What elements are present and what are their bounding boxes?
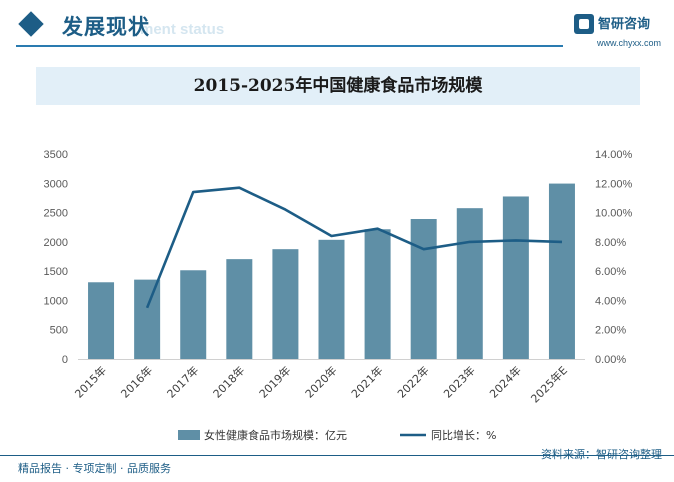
- x-axis-tick-label: 2024年: [487, 363, 524, 400]
- bar: [272, 249, 299, 359]
- logo-url: www.chyxx.com: [597, 38, 662, 48]
- legend-line-label: 同比增长：%: [431, 428, 496, 442]
- logo-icon: [574, 14, 594, 34]
- chart-title-band: 2015-2025年中国健康食品市场规模: [36, 67, 640, 105]
- right-axis-tick-label: 4.00%: [595, 295, 626, 307]
- bar: [88, 282, 115, 359]
- x-axis-tick-label: 2016年: [118, 363, 155, 400]
- header-divider: [16, 45, 563, 47]
- section-subtitle: ment status: [140, 21, 225, 38]
- x-axis-tick-label: 2021年: [348, 363, 385, 400]
- bar: [318, 239, 345, 359]
- x-axis-tick-label: 2023年: [440, 363, 477, 400]
- left-axis-tick-label: 2500: [44, 208, 68, 220]
- header: ment status 发展现状 智研咨询 www.chyxx.com: [0, 0, 674, 52]
- right-axis-tick-label: 10.00%: [595, 208, 633, 220]
- x-axis-tick-label: 2025年E: [528, 363, 570, 405]
- right-axis-tick-label: 6.00%: [595, 266, 626, 278]
- right-axis-tick-label: 14.00%: [595, 149, 633, 161]
- bar: [456, 208, 483, 359]
- left-axis-tick-label: 0: [62, 354, 68, 366]
- right-axis-tick-label: 0.00%: [595, 354, 626, 366]
- left-axis-tick-label: 2000: [44, 237, 68, 249]
- x-axis-tick-label: 2018年: [210, 363, 247, 400]
- left-axis-tick-label: 3000: [44, 178, 68, 190]
- legend-bar-swatch: [178, 430, 200, 440]
- section-title: 发展现状: [62, 14, 150, 39]
- footer-source: 资料来源：智研咨询整理: [541, 448, 662, 461]
- left-axis-tick-label: 1500: [44, 266, 68, 278]
- footer-divider: [0, 455, 674, 456]
- bar: [180, 270, 207, 359]
- x-axis-tick-label: 2020年: [302, 363, 339, 400]
- left-axis-tick-label: 1000: [44, 295, 68, 307]
- left-axis-tick-label: 500: [50, 325, 68, 337]
- left-axis-tick-label: 3500: [44, 149, 68, 161]
- bar: [502, 196, 529, 359]
- legend-bar-label: 女性健康食品市场规模：亿元: [204, 428, 347, 442]
- logo-name: 智研咨询: [598, 17, 651, 32]
- x-axis-tick-label: 2022年: [394, 363, 431, 400]
- footer-tagline: 精品报告 · 专项定制 · 品质服务: [18, 462, 171, 475]
- bar: [226, 259, 253, 359]
- growth-line: [145, 186, 563, 309]
- right-axis-tick-label: 2.00%: [595, 325, 626, 337]
- bar: [548, 183, 575, 359]
- x-axis-tick-label: 2019年: [256, 363, 293, 400]
- right-axis-tick-label: 12.00%: [595, 178, 633, 190]
- bar: [364, 229, 391, 359]
- bar: [410, 219, 437, 359]
- x-axis-tick-label: 2017年: [164, 363, 201, 400]
- right-axis-tick-label: 8.00%: [595, 237, 626, 249]
- bar: [134, 279, 161, 359]
- chart-title: 2015-2025年中国健康食品市场规模: [193, 76, 483, 96]
- x-axis-tick-label: 2015年: [72, 363, 109, 400]
